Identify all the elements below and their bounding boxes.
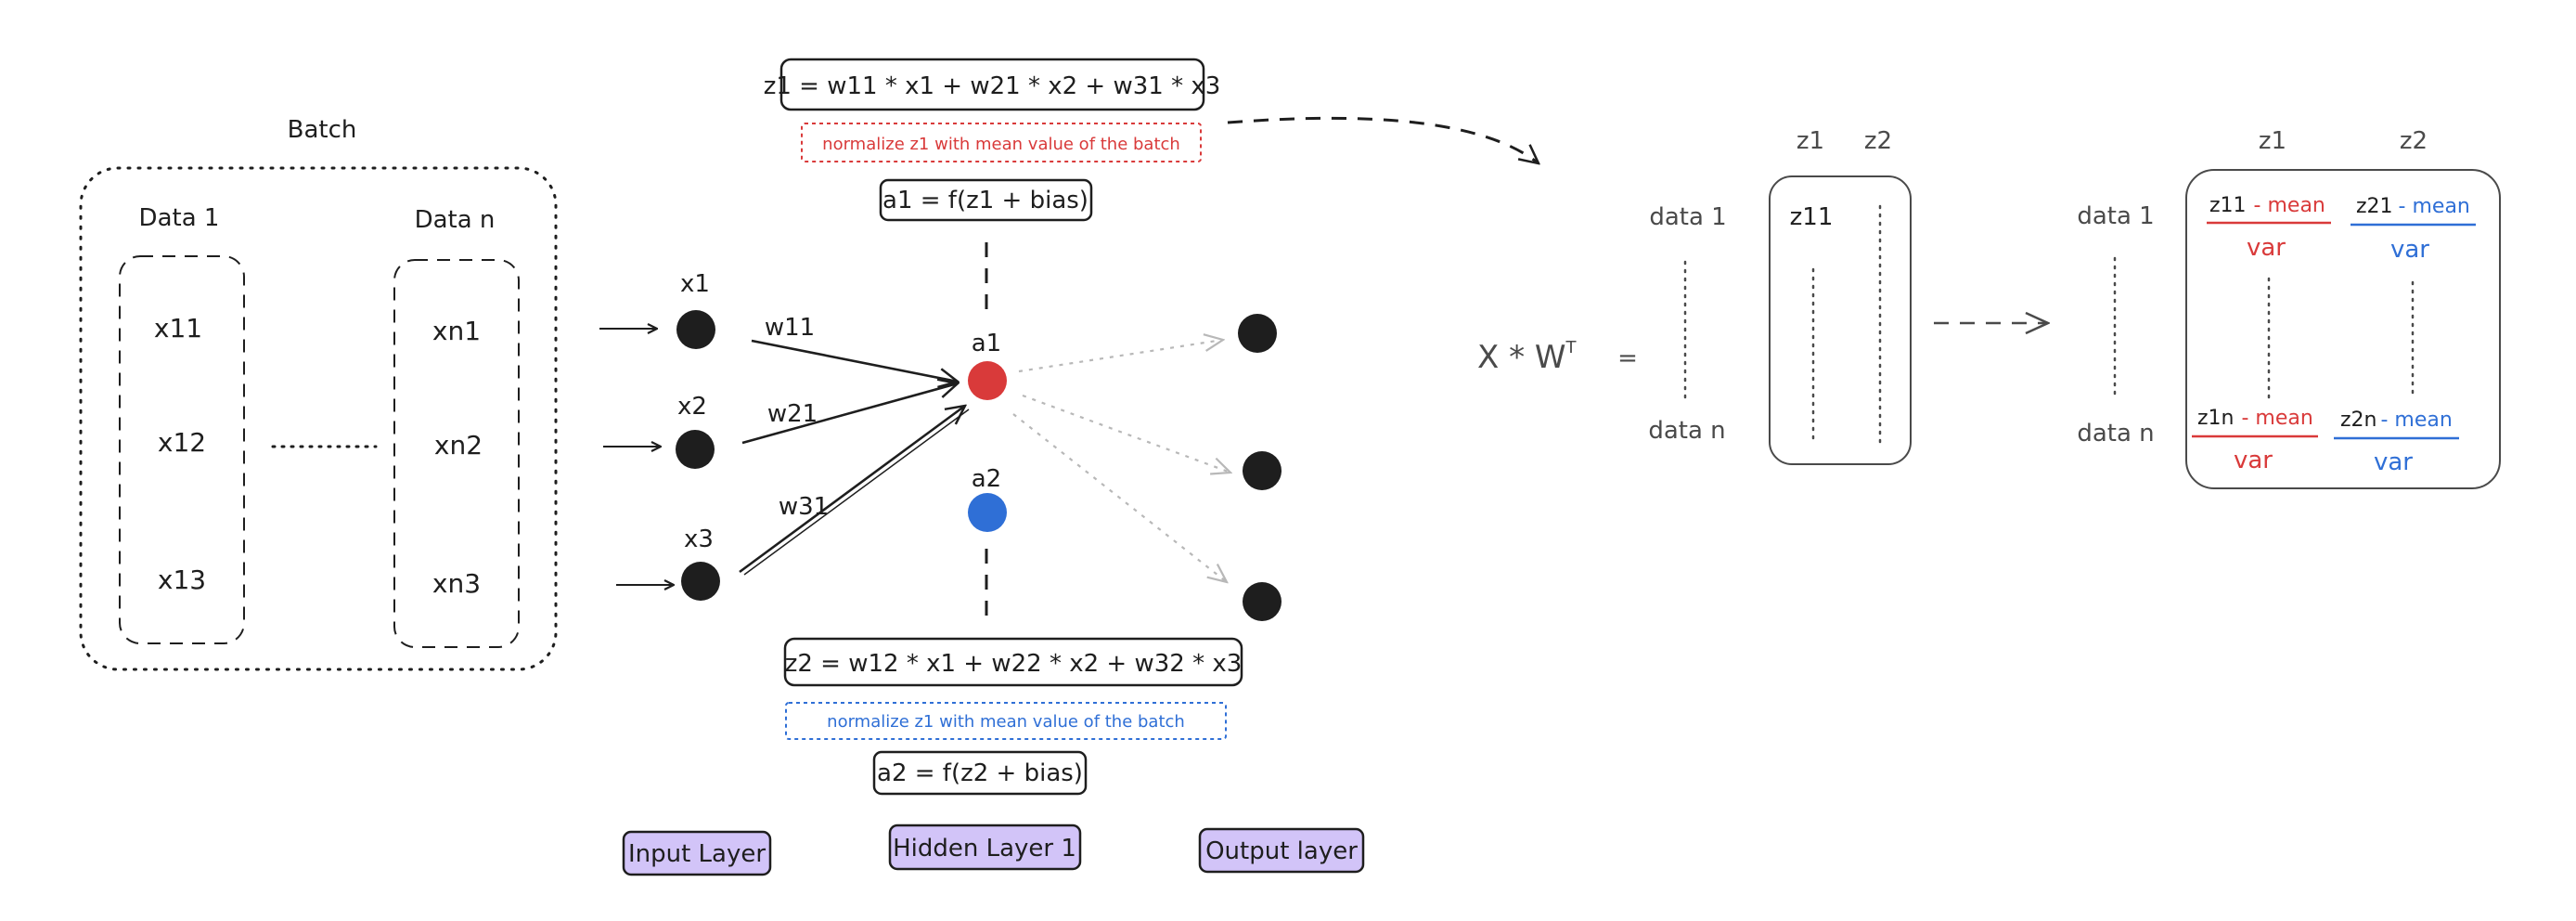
norm-top: normalize z1 with mean value of the batc… bbox=[822, 135, 1180, 154]
matrix-cell-z11: z11 bbox=[1790, 203, 1834, 231]
norm-cell-2n: z2n - mean var bbox=[2334, 409, 2459, 476]
norm-cell-1n-mean: - mean bbox=[2242, 407, 2313, 430]
cell-xn2: xn2 bbox=[434, 430, 483, 460]
norm-cell-21-den: var bbox=[2390, 236, 2429, 264]
hidden-node-a1 bbox=[968, 361, 1007, 400]
norm-cell-2n-den: var bbox=[2374, 448, 2413, 476]
act-bottom-box bbox=[872, 750, 1088, 796]
output-layer-badge bbox=[1198, 827, 1365, 874]
data1-label: Data 1 bbox=[139, 204, 220, 232]
batch-title: Batch bbox=[288, 116, 357, 144]
norm-cell-21-mean: - mean bbox=[2399, 195, 2470, 218]
norm-cell-11-num: z11 - mean bbox=[2209, 194, 2325, 217]
matrix-expr-sup: T bbox=[1565, 338, 1578, 357]
norm-cell-11-var: z11 bbox=[2209, 194, 2247, 217]
output-arrow-1 bbox=[1018, 340, 1223, 373]
matrix-col-z2: z2 bbox=[1864, 127, 1892, 155]
norm-cell-11-mean: - mean bbox=[2254, 194, 2325, 217]
input-label-x1: x1 bbox=[680, 270, 710, 298]
matrix-equals: = bbox=[1617, 344, 1638, 372]
normalized-box bbox=[2185, 169, 2501, 489]
eq-top-box bbox=[779, 58, 1205, 111]
weight-arrow-w31 bbox=[739, 406, 965, 574]
input-label-x2: x2 bbox=[677, 393, 707, 421]
weight-label-w11: w11 bbox=[765, 314, 815, 342]
act-top-box bbox=[879, 178, 1093, 222]
hidden-label-a1: a1 bbox=[972, 330, 1001, 357]
datan-label: Data n bbox=[415, 206, 496, 234]
matrix-row-last: data n bbox=[1648, 417, 1725, 445]
hidden-layer-badge bbox=[888, 824, 1082, 871]
weight-arrow-w21 bbox=[741, 383, 958, 445]
norm-cell-21-num: z21 - mean bbox=[2356, 195, 2470, 218]
matrix-expr-text: X * W bbox=[1477, 339, 1566, 376]
input-layer-label: Input Layer bbox=[628, 840, 766, 868]
cell-x12: x12 bbox=[158, 427, 206, 458]
norm-cell-1n-den: var bbox=[2234, 447, 2273, 474]
normalized-matrix-group: z1 z2 data 1 data n z11 - mean var z21 - m… bbox=[2077, 127, 2501, 489]
batch-box bbox=[79, 166, 558, 671]
hidden-layer-label: Hidden Layer 1 bbox=[893, 835, 1076, 863]
matrix-group: X * WT = z1 z2 data 1 data n z11 bbox=[1477, 127, 1912, 465]
output-arrow-2 bbox=[1022, 394, 1230, 473]
norm-cell-1n-num: z1n - mean bbox=[2197, 407, 2313, 430]
norm-cell-21-var: z21 bbox=[2356, 195, 2393, 218]
norm-col-z1: z1 bbox=[2259, 127, 2286, 155]
norm-cell-1n: z1n - mean var bbox=[2192, 407, 2318, 474]
input-node-x3 bbox=[681, 562, 720, 601]
norm-cell-21: z21 - mean var bbox=[2351, 195, 2476, 264]
output-node-3 bbox=[1243, 582, 1282, 621]
hidden-label-a2: a2 bbox=[972, 465, 1001, 493]
norm-row-first: data 1 bbox=[2077, 202, 2154, 230]
eq-top: z1 = w11 * x1 + w21 * x2 + w31 * x3 bbox=[764, 72, 1221, 100]
batch-group: Batch Data 1 Data n x11 x12 x13 xn1 xn2 … bbox=[79, 116, 558, 671]
norm-cell-2n-num: z2n - mean bbox=[2340, 409, 2453, 432]
norm-cell-1n-var: z1n bbox=[2197, 407, 2235, 430]
norm-cell-2n-mean: - mean bbox=[2381, 409, 2453, 432]
weight-arrow-w11 bbox=[751, 339, 958, 382]
weight-label-w21: w21 bbox=[767, 400, 818, 428]
input-label-x3: x3 bbox=[684, 525, 714, 553]
eq-bottom: z2 = w12 * x1 + w22 * x2 + w32 * x3 bbox=[785, 650, 1243, 678]
network-group: x1 x2 x3 w11 w21 w31 a1 a2 z1 = w11 * x1… bbox=[599, 58, 1365, 876]
data1-column bbox=[119, 255, 245, 644]
curved-arrow-to-matrix bbox=[1227, 116, 1539, 163]
output-node-2 bbox=[1243, 451, 1282, 490]
weight-arrow-w31-stroke2 bbox=[743, 409, 970, 576]
eq-bottom-box bbox=[783, 637, 1243, 687]
norm-cell-11: z11 - mean var bbox=[2207, 194, 2331, 262]
output-node-1 bbox=[1238, 314, 1277, 353]
matrix-expression: X * WT bbox=[1477, 338, 1578, 376]
matrix-col-z1: z1 bbox=[1797, 127, 1824, 155]
cell-x13: x13 bbox=[158, 564, 206, 595]
matrix-box bbox=[1769, 175, 1912, 465]
cell-xn3: xn3 bbox=[432, 568, 481, 599]
input-node-x2 bbox=[676, 430, 715, 469]
hidden-node-a2 bbox=[968, 493, 1007, 532]
act-top: a1 = f(z1 + bias) bbox=[882, 187, 1088, 214]
matrix-row-first: data 1 bbox=[1649, 203, 1726, 231]
norm-row-last: data n bbox=[2077, 420, 2154, 448]
input-layer-badge bbox=[622, 830, 772, 876]
output-layer-label: Output layer bbox=[1205, 837, 1358, 865]
act-bottom: a2 = f(z2 + bias) bbox=[877, 759, 1083, 787]
cell-xn1: xn1 bbox=[432, 316, 481, 346]
norm-bottom: normalize z1 with mean value of the batc… bbox=[827, 712, 1185, 732]
norm-bottom-box bbox=[785, 702, 1227, 740]
datan-column bbox=[393, 259, 520, 648]
norm-cell-11-den: var bbox=[2247, 234, 2286, 262]
norm-cell-2n-var: z2n bbox=[2340, 409, 2377, 432]
cell-x11: x11 bbox=[154, 313, 202, 344]
weight-label-w31: w31 bbox=[779, 493, 829, 521]
output-arrow-3 bbox=[1012, 413, 1227, 582]
norm-col-z2: z2 bbox=[2400, 127, 2428, 155]
input-node-x1 bbox=[676, 310, 715, 349]
norm-top-box bbox=[801, 123, 1202, 162]
